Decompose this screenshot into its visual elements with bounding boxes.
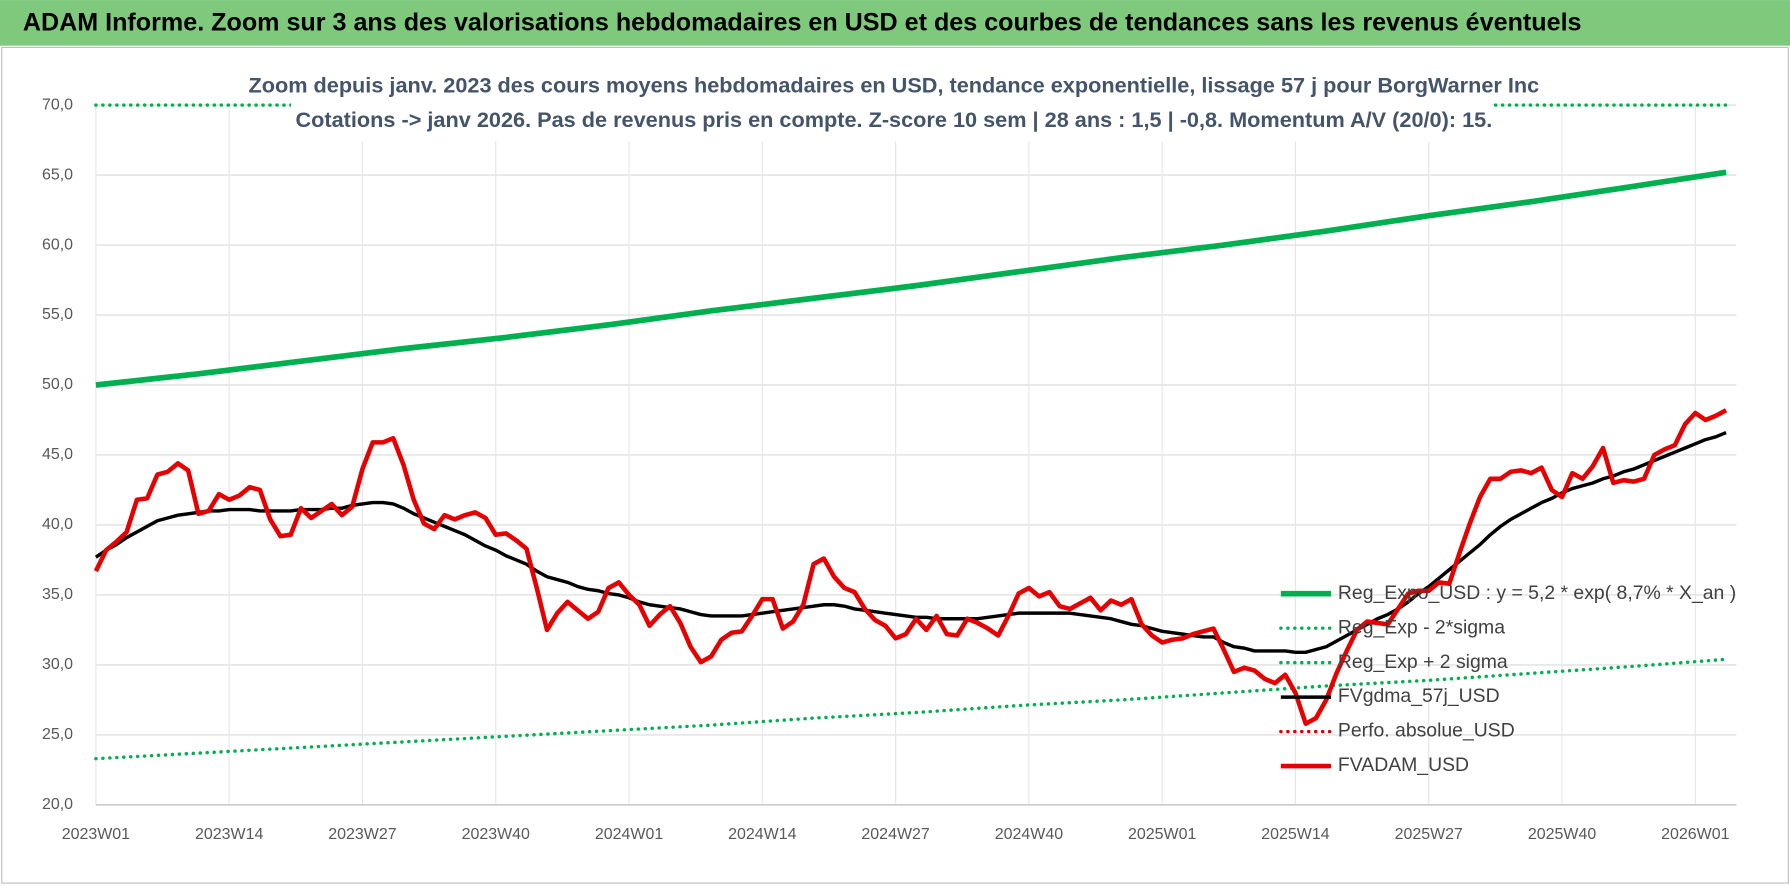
chart-title: Zoom depuis janv. 2023 des cours moyens …	[248, 73, 1539, 98]
y-tick-label: 20,0	[42, 796, 73, 813]
x-tick-label: 2025W40	[1528, 826, 1596, 843]
legend-label: Perfo. absolue_USD	[1338, 720, 1515, 742]
legend-label: Reg_Exp + 2 sigma	[1338, 651, 1508, 673]
legend-label: Reg_Exp - 2*sigma	[1338, 616, 1505, 638]
legend-label: FVADAM_USD	[1338, 754, 1469, 776]
x-tick-label: 2026W01	[1661, 826, 1729, 843]
y-tick-label: 65,0	[42, 166, 73, 183]
x-tick-label: 2025W27	[1395, 826, 1463, 843]
y-tick-label: 45,0	[42, 446, 73, 463]
x-tick-label: 2023W14	[195, 826, 263, 843]
y-tick-label: 70,0	[42, 96, 73, 113]
x-tick-label: 2024W40	[995, 826, 1063, 843]
header-title: ADAM Informe. Zoom sur 3 ans des valoris…	[23, 9, 1582, 37]
y-tick-label: 25,0	[42, 726, 73, 743]
chart-border	[1, 46, 1789, 884]
header-bar	[0, 0, 1790, 46]
series-line	[95, 169, 1727, 388]
y-tick-label: 50,0	[42, 376, 73, 393]
y-tick-label: 30,0	[42, 656, 73, 673]
y-tick-label: 60,0	[42, 236, 73, 253]
series-line	[93, 408, 1728, 726]
series-line	[94, 657, 1728, 761]
legend-label: FVgdma_57j_USD	[1338, 685, 1500, 707]
y-tick-label: 40,0	[42, 516, 73, 533]
x-tick-label: 2024W27	[861, 826, 929, 843]
chart-subtitle: Cotations -> janv 2026. Pas de revenus p…	[295, 107, 1492, 132]
x-tick-label: 2023W27	[328, 826, 396, 843]
title-box	[291, 66, 1493, 142]
x-tick-label: 2024W01	[595, 826, 663, 843]
x-tick-label: 2023W01	[62, 826, 130, 843]
y-tick-label: 35,0	[42, 586, 73, 603]
legend-label: Reg_Expo_USD : y = 5,2 * exp( 8,7% * X_a…	[1338, 582, 1736, 604]
x-tick-label: 2025W14	[1261, 826, 1329, 843]
y-tick-label: 55,0	[42, 306, 73, 323]
x-tick-label: 2025W01	[1128, 826, 1196, 843]
legend: Reg_Expo_USD : y = 5,2 * exp( 8,7% * X_a…	[1279, 582, 1736, 776]
x-tick-label: 2024W14	[728, 826, 796, 843]
x-tick-label: 2023W40	[462, 826, 530, 843]
